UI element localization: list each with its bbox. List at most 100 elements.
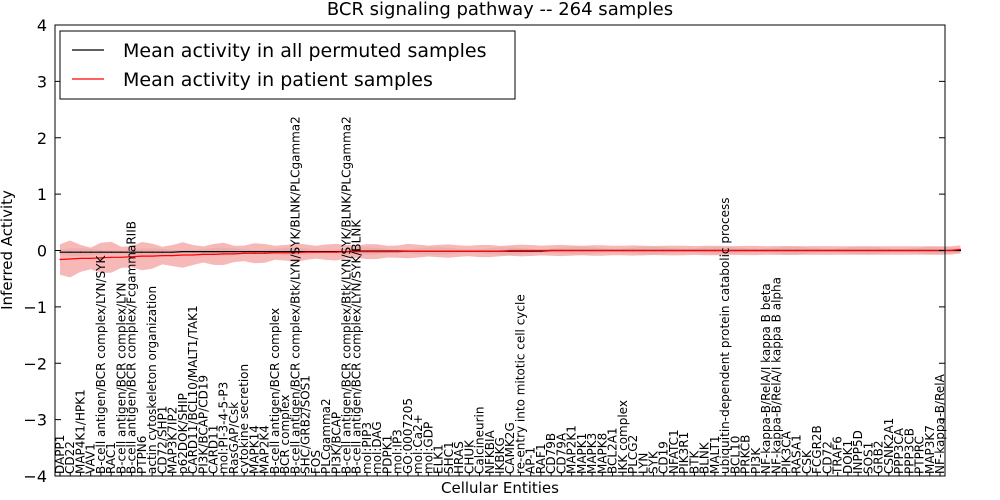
patient-point	[775, 249, 777, 252]
patient-point	[151, 255, 153, 257]
patient-point	[929, 249, 931, 252]
patient-point	[550, 249, 552, 252]
y-tick-label: 4	[37, 16, 47, 35]
patient-point	[172, 255, 174, 257]
patient-point	[478, 250, 481, 252]
entity-label: PPP3CA	[892, 427, 906, 474]
chart-title: BCR signaling pathway -- 264 samples	[327, 0, 673, 20]
patient-point	[233, 253, 235, 255]
entity-label: MAPK14	[247, 425, 261, 474]
patient-point	[571, 249, 573, 252]
patient-point	[612, 249, 614, 252]
permuted-point	[243, 251, 245, 253]
patient-point	[663, 249, 665, 252]
entity-label: DAPP1	[53, 435, 67, 474]
permuted-point	[120, 251, 122, 253]
patient-point	[427, 250, 429, 252]
patient-point	[847, 249, 849, 252]
patient-point	[407, 250, 409, 252]
patient-point	[857, 249, 859, 252]
entity-label: NFATC1	[667, 429, 681, 474]
entity-label: IKBKG	[493, 437, 507, 474]
patient-point	[90, 257, 92, 259]
permuted-point	[202, 251, 204, 253]
entity-label: actin cytoskeleton organization	[145, 286, 159, 474]
patient-point	[734, 249, 736, 252]
entity-label: DOK1	[841, 440, 855, 474]
series-lines	[59, 248, 962, 261]
entity-label: PIK3R1	[677, 432, 691, 474]
entity-label: mol:GDP	[421, 422, 435, 474]
patient-point	[898, 249, 900, 252]
entity-label: LYN	[636, 453, 650, 474]
patient-point	[468, 250, 470, 252]
entity-label: SYK	[647, 450, 661, 474]
x-axis-label: Cellular Entities	[441, 479, 559, 497]
entity-label: ubiquitin-dependent protein catabolic pr…	[718, 198, 732, 474]
patient-point	[294, 252, 296, 254]
patient-point	[540, 249, 542, 252]
patient-point	[448, 250, 450, 252]
permuted-point	[223, 251, 225, 253]
y-tick-label: 2	[37, 129, 47, 148]
permuted-point	[264, 251, 266, 253]
patient-point	[867, 249, 870, 252]
patient-point	[591, 249, 593, 252]
permuted-point	[212, 251, 215, 253]
entity-label: FCGR2B	[810, 425, 824, 474]
entity-label: RasGAP/Csk	[227, 402, 241, 474]
patient-point	[212, 253, 215, 255]
entity-label: RAF1	[534, 443, 548, 474]
entity-label: Calcineurin	[473, 407, 487, 474]
entity-label: mol:Ca2+	[411, 414, 425, 474]
legend: Mean activity in all permuted samples Me…	[59, 30, 516, 100]
permuted-point	[59, 251, 61, 253]
y-tick-label: 0	[37, 242, 47, 261]
entity-label: CSK	[800, 449, 814, 474]
patient-point	[79, 257, 82, 259]
permuted-point	[110, 251, 112, 253]
entity-label: MAPK1	[575, 433, 589, 474]
legend-label-patient: Mean activity in patient samples	[123, 69, 433, 91]
entity-label: mol:IP3	[391, 429, 405, 474]
entity-label: PDPK1	[380, 435, 394, 474]
entity-label: HRAS	[452, 441, 466, 474]
patient-point	[120, 256, 122, 258]
permuted-point	[172, 251, 174, 253]
entity-label: B-cell antigen/BCR complex	[268, 308, 282, 474]
patient-point	[765, 249, 767, 252]
entity-label: CD72/SHP1	[155, 406, 169, 474]
patient-point	[131, 256, 133, 258]
patient-variance-band	[60, 240, 961, 278]
patient-point	[530, 249, 532, 252]
permuted-point	[274, 251, 276, 253]
patient-point	[69, 258, 71, 260]
entity-label: PPP3CB	[902, 428, 916, 474]
entity-label: BCR complex	[278, 395, 292, 474]
patient-point	[223, 253, 225, 255]
patient-point	[100, 257, 102, 259]
patient-point	[601, 249, 603, 252]
entity-label: NF-kappa-B/RelA/I kappa B beta	[759, 283, 773, 474]
patient-point	[489, 250, 491, 252]
patient-point	[366, 251, 368, 253]
patient-point	[397, 251, 399, 253]
patient-point	[110, 256, 112, 258]
patient-point	[888, 249, 890, 252]
permuted-point	[294, 251, 296, 253]
entity-label: PI3K	[749, 447, 763, 474]
entity-label: RASA1	[790, 434, 804, 474]
patient-point	[325, 251, 327, 253]
patient-point	[745, 249, 747, 252]
patient-point	[141, 255, 143, 257]
entity-label: B-cell antigen/BCR complex/LYN	[114, 282, 128, 474]
entity-label: VAV1	[84, 443, 98, 474]
entity-label: PTPRC	[913, 436, 927, 474]
patient-point	[386, 251, 388, 253]
patient-point	[693, 249, 696, 252]
permuted-point	[253, 251, 255, 253]
entity-label: IKK complex	[616, 400, 630, 474]
entity-label: B-cell antigen/BCR complex/Btk/LYN/SYK/B…	[340, 116, 354, 474]
entity-label: p62DOK/SHIP	[176, 393, 190, 474]
